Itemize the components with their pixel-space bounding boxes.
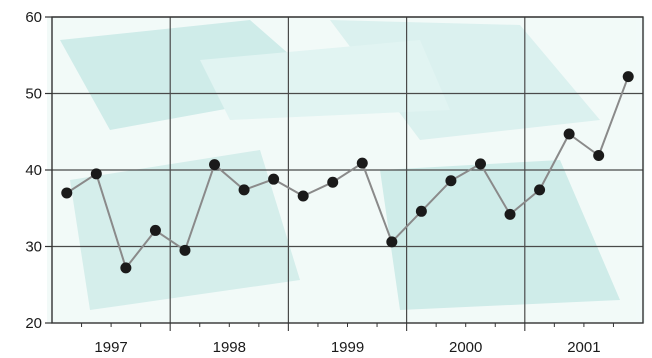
- data-point: [534, 184, 546, 196]
- data-point: [563, 128, 575, 140]
- data-point: [209, 159, 221, 171]
- data-point: [297, 190, 309, 202]
- y-tick-label-50: 50: [25, 86, 42, 103]
- data-point: [90, 168, 102, 180]
- series-line: [66, 76, 630, 269]
- x-tick-label-2001: 2001: [567, 339, 600, 356]
- data-point: [445, 175, 457, 187]
- x-tick-label-1998: 1998: [213, 339, 246, 356]
- data-point: [149, 224, 161, 236]
- data-point: [474, 158, 486, 170]
- series-points: [61, 71, 634, 274]
- data-point: [238, 184, 250, 196]
- data-point: [415, 205, 427, 217]
- data-point: [622, 71, 634, 83]
- data-point: [386, 236, 398, 248]
- x-tick-label-1999: 1999: [331, 339, 364, 356]
- y-tick-label-20: 20: [25, 315, 42, 332]
- y-axis: 20 30 40 50 60: [25, 9, 52, 332]
- data-point: [120, 262, 132, 274]
- data-point: [61, 187, 73, 199]
- data-point: [356, 157, 368, 169]
- data-point: [179, 244, 191, 256]
- y-tick-label-60: 60: [25, 9, 42, 26]
- x-axis: 1997 1998 1999 2000 2001: [81, 323, 614, 356]
- y-tick-label-40: 40: [25, 162, 42, 179]
- data-point: [268, 173, 280, 185]
- x-tick-label-2000: 2000: [449, 339, 482, 356]
- y-tick-label-30: 30: [25, 239, 42, 256]
- data-point: [504, 208, 516, 220]
- grid: [52, 16, 643, 331]
- data-point: [593, 149, 605, 161]
- data-point: [327, 176, 339, 188]
- series-polyline: [66, 76, 630, 269]
- x-tick-label-1997: 1997: [94, 339, 127, 356]
